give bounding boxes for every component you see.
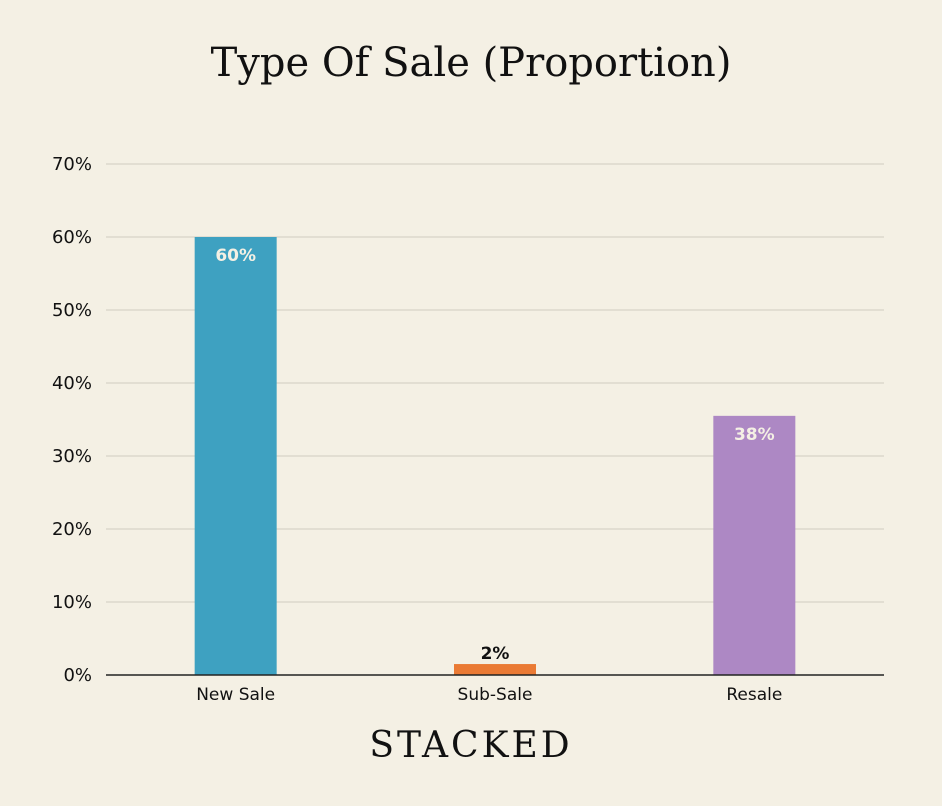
y-tick-label: 40% (52, 373, 92, 394)
chart-title: Type Of Sale (Proportion) (211, 40, 732, 86)
x-axis-tick-labels: New Sale Sub-Sale Resale (196, 685, 782, 705)
y-tick-label: 50% (52, 300, 92, 321)
y-axis-tick-labels: 0% 10% 20% 30% 40% 50% 60% 70% (52, 154, 92, 686)
y-tick-label: 0% (63, 665, 92, 686)
brand-logo: STACKED (369, 725, 572, 766)
bars (194, 237, 796, 675)
x-tick-label: Resale (726, 685, 782, 705)
y-tick-label: 70% (52, 154, 92, 175)
bar (713, 415, 796, 675)
data-label: 38% (734, 425, 775, 445)
y-tick-label: 20% (52, 519, 92, 540)
y-tick-label: 60% (52, 227, 92, 248)
data-label: 2% (481, 644, 510, 664)
y-tick-label: 30% (52, 446, 92, 467)
x-tick-label: Sub-Sale (458, 685, 533, 705)
bar (454, 664, 536, 675)
x-tick-label: New Sale (196, 685, 275, 705)
y-tick-label: 10% (52, 592, 92, 613)
bar (194, 237, 277, 675)
data-labels: 60% 2% 38% (215, 246, 774, 664)
data-label: 60% (215, 246, 256, 266)
